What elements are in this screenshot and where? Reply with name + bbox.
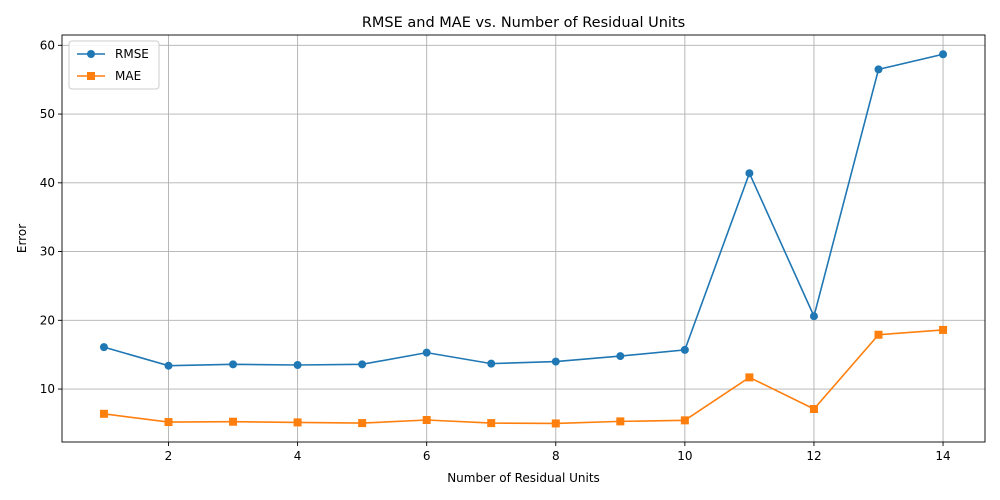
- chart-title: RMSE and MAE vs. Number of Residual Unit…: [362, 15, 685, 31]
- data-point-mae: [293, 418, 302, 427]
- data-point-rmse: [745, 169, 754, 178]
- data-point-mae: [616, 417, 625, 426]
- data-point-rmse: [874, 65, 883, 74]
- legend-marker-rmse: [87, 50, 95, 58]
- series-layer: [99, 50, 948, 428]
- data-point-mae: [939, 325, 948, 334]
- y-tick-label: 30: [40, 245, 55, 259]
- data-point-rmse: [293, 361, 302, 369]
- data-point-mae: [874, 330, 883, 339]
- y-tick-label: 40: [40, 176, 55, 190]
- x-tick-label: 14: [935, 449, 950, 463]
- y-tick-label: 20: [40, 313, 55, 327]
- data-point-mae: [551, 419, 560, 428]
- x-tick-label: 12: [806, 449, 821, 463]
- x-tick-label: 10: [677, 449, 692, 463]
- plot-frame: [61, 34, 986, 443]
- data-point-rmse: [358, 360, 367, 369]
- ticks-layer: 2 4 6 8 10 12 14 10 20 30 40 50 60: [40, 38, 951, 463]
- data-point-rmse: [422, 348, 431, 357]
- data-point-mae: [680, 416, 689, 425]
- data-point-rmse: [616, 352, 625, 361]
- x-axis-title: Number of Residual Units: [447, 471, 600, 485]
- data-point-rmse: [939, 50, 948, 59]
- data-point-mae: [99, 409, 108, 418]
- y-tick-label: 10: [40, 382, 55, 396]
- x-tick-label: 2: [165, 449, 173, 463]
- series-line-mae: [103, 329, 944, 425]
- data-point-rmse: [487, 359, 496, 368]
- x-tick-label: 6: [423, 449, 431, 463]
- legend: RMSE MAE: [68, 40, 160, 90]
- data-point-rmse: [99, 343, 108, 352]
- data-point-rmse: [680, 345, 689, 354]
- data-point-mae: [422, 416, 431, 424]
- data-point-mae: [229, 417, 238, 426]
- data-point-rmse: [164, 361, 173, 370]
- y-tick-label: 60: [40, 38, 55, 52]
- data-point-mae: [745, 373, 754, 382]
- legend-label-rmse: RMSE: [115, 47, 149, 61]
- x-tick-label: 8: [552, 449, 560, 463]
- data-point-mae: [487, 419, 496, 428]
- y-tick-label: 50: [40, 107, 55, 121]
- data-point-rmse: [229, 360, 238, 369]
- x-tick-label: 4: [294, 449, 302, 463]
- y-axis-title: Error: [15, 224, 29, 253]
- data-point-mae: [164, 418, 173, 427]
- data-point-mae: [809, 405, 818, 413]
- data-point-mae: [358, 419, 367, 428]
- legend-marker-mae: [87, 72, 95, 80]
- series-line-rmse: [103, 53, 944, 367]
- data-point-rmse: [809, 312, 818, 321]
- legend-label-mae: MAE: [115, 69, 141, 83]
- data-point-rmse: [551, 357, 560, 366]
